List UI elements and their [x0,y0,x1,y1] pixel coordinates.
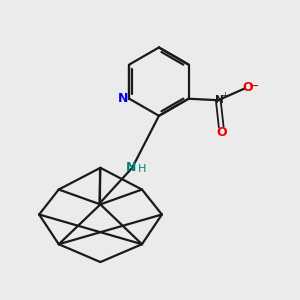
Text: −: − [249,80,259,93]
Text: N: N [215,94,224,105]
Text: H: H [137,164,146,174]
Text: +: + [221,91,228,100]
Text: O: O [242,81,253,94]
Text: O: O [216,126,226,139]
Text: N: N [125,161,136,174]
Text: N: N [118,92,128,105]
